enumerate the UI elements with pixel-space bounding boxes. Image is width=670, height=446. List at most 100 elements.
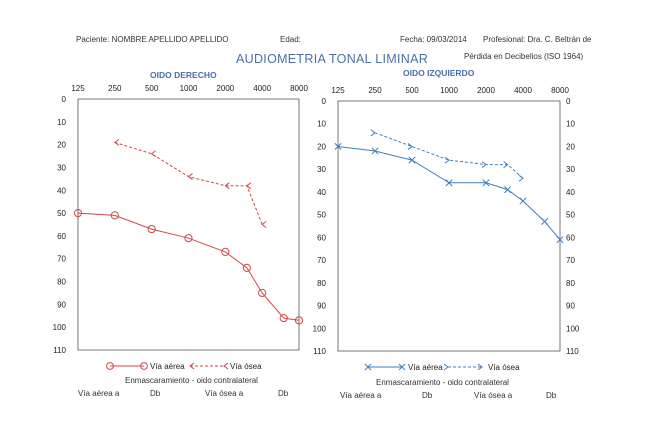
left-data-point — [371, 147, 379, 155]
left-y-tick-label-right: 30 — [566, 165, 575, 174]
left-y-tick-label: 10 — [317, 120, 326, 129]
left-legend-bone-label: Vía ósea — [488, 363, 520, 372]
left-data-point — [482, 179, 490, 187]
right-plot-frame — [77, 98, 300, 351]
right-x-tick-label: 4000 — [253, 84, 271, 93]
left-y-tick-label: 90 — [317, 302, 326, 311]
left-footer-air-db: Db — [422, 391, 433, 400]
left-legend-bone-marker — [443, 363, 449, 371]
age-label: Edad: — [280, 35, 301, 44]
right-data-point — [147, 224, 156, 234]
left-data-point — [519, 197, 527, 205]
left-x-tick-label: 1000 — [440, 86, 458, 95]
patient-label: Paciente: NOMBRE APELLIDO APELLIDO — [76, 35, 229, 44]
left-y-tick-label: 70 — [317, 256, 326, 265]
left-data-point — [541, 217, 549, 226]
left-footer-bone: Vía ósea a — [474, 391, 513, 400]
right-legend-air-marker — [106, 362, 114, 370]
left-x-tick-label: 2000 — [477, 86, 495, 95]
right-legend-bone-label: Vía ósea — [230, 362, 262, 371]
right-x-tick-label: 125 — [71, 84, 85, 93]
page-title: AUDIOMETRIA TONAL LIMINAR — [236, 52, 429, 66]
left-y-tick-label-right: 90 — [566, 302, 575, 311]
left-x-tick-label: 4000 — [514, 86, 532, 95]
left-x-tick-label: 250 — [368, 86, 382, 95]
right-masking-label: Enmascaramiento - oido contralateral — [125, 376, 258, 385]
right-series-air-line — [77, 212, 300, 321]
left-data-point — [407, 143, 413, 150]
right-footer-bone: Vía ósea a — [205, 389, 244, 398]
left-y-tick-label-right: 100 — [566, 324, 580, 333]
right-footer-air: Vía aérea a — [78, 389, 120, 398]
left-y-tick-label-right: 0 — [566, 97, 571, 106]
right-data-point — [246, 182, 252, 190]
right-data-point — [113, 138, 120, 146]
left-legend-bone-marker — [477, 363, 483, 371]
right-data-point — [73, 208, 83, 218]
left-y-tick-label: 0 — [322, 97, 327, 106]
unit-label: Pérdida en Decibelios (ISO 1964) — [464, 52, 584, 61]
date-label: Fecha: 09/03/2014 — [400, 35, 467, 44]
right-y-tick-label: 40 — [57, 186, 66, 195]
right-x-tick-label: 1000 — [180, 84, 198, 93]
right-data-point — [261, 221, 267, 228]
right-legend-bone-marker — [189, 362, 195, 370]
left-series-bone-line — [374, 132, 524, 179]
left-legend-air-marker — [398, 363, 406, 371]
right-data-point — [279, 313, 288, 323]
left-y-tick-label: 80 — [317, 279, 326, 288]
right-y-tick-label: 20 — [57, 141, 66, 150]
left-x-tick-label: 125 — [331, 86, 345, 95]
left-data-point — [518, 174, 524, 182]
right-legend-air-marker — [140, 362, 148, 370]
left-x-tick-label: 500 — [405, 86, 419, 95]
left-masking-label: Enmascaramiento - oido contralateral — [376, 378, 509, 387]
left-y-tick-label: 50 — [317, 211, 326, 220]
left-legend-air-label: Vía aérea — [408, 363, 443, 372]
right-legend-bone-marker — [223, 362, 229, 370]
left-y-tick-label-right: 40 — [566, 188, 575, 197]
right-x-tick-label: 250 — [108, 84, 122, 93]
left-footer-air: Vía aérea a — [340, 391, 382, 400]
left-data-point — [445, 179, 453, 187]
left-y-tick-label-right: 110 — [566, 347, 579, 356]
right-legend-air-label: Vía aérea — [150, 362, 185, 371]
left-data-point — [334, 142, 342, 151]
left-data-point — [370, 129, 376, 137]
left-data-point — [556, 236, 564, 244]
right-data-point — [110, 211, 119, 220]
left-ear-title: OIDO IZQUIERDO — [403, 68, 475, 78]
right-data-point — [258, 288, 267, 298]
left-y-tick-label: 40 — [317, 188, 326, 197]
right-series-bone-line — [114, 141, 263, 225]
right-data-point — [224, 182, 230, 190]
right-x-tick-label: 8000 — [290, 84, 308, 93]
left-data-point — [444, 156, 450, 164]
left-y-tick-label-right: 20 — [566, 142, 575, 151]
right-y-tick-label: 110 — [53, 346, 66, 355]
right-data-point — [184, 234, 193, 243]
right-y-tick-label: 90 — [57, 300, 66, 309]
right-x-tick-label: 500 — [145, 84, 159, 93]
left-y-tick-label-right: 80 — [566, 279, 575, 288]
left-y-tick-label: 60 — [317, 233, 326, 242]
right-y-tick-label: 80 — [57, 278, 66, 287]
right-y-tick-label: 10 — [57, 118, 66, 127]
right-y-tick-label: 50 — [57, 209, 66, 218]
left-data-point — [504, 186, 512, 194]
left-y-tick-label: 20 — [317, 142, 326, 151]
left-y-tick-label: 30 — [317, 165, 326, 174]
left-y-tick-label: 110 — [313, 347, 326, 356]
right-y-tick-label: 70 — [57, 255, 66, 264]
right-data-point — [150, 150, 156, 158]
right-data-point — [294, 316, 304, 325]
right-data-point — [221, 247, 230, 256]
left-y-tick-label: 100 — [313, 324, 327, 333]
left-legend-air-marker — [364, 363, 372, 371]
right-footer-air-db: Db — [150, 389, 161, 398]
left-y-tick-label-right: 60 — [566, 233, 575, 242]
right-x-tick-label: 2000 — [216, 84, 234, 93]
left-footer-bone-db: Db — [546, 391, 557, 400]
left-x-tick-label: 8000 — [551, 86, 569, 95]
